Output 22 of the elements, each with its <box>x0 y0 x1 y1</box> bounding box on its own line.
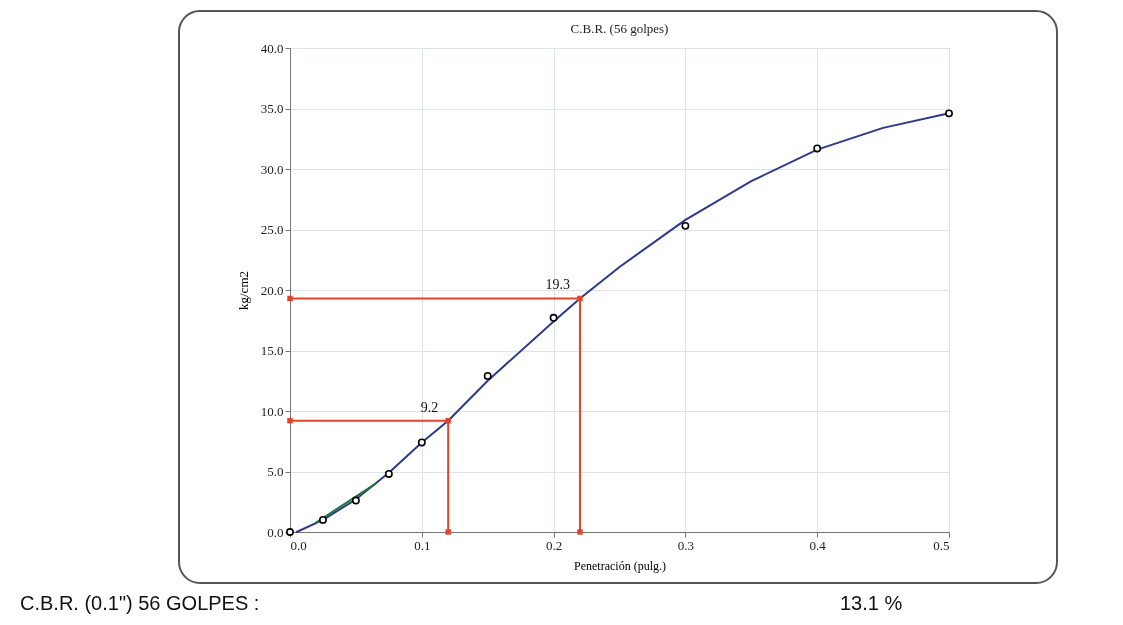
x-tick-label: 0.4 <box>809 537 827 553</box>
y-tick-label: 5.0 <box>267 464 284 479</box>
x-tick-label: 0.2 <box>545 537 563 553</box>
y-tick-label: 30.0 <box>260 161 284 177</box>
y-tick-label: 35.0 <box>260 101 284 116</box>
y-tick-label: 15.0 <box>260 343 284 358</box>
text: C.B.R. (0.1") 56 GOLPES : <box>20 592 260 615</box>
annotation: 19.3 <box>545 277 570 293</box>
text: 13.1 % <box>840 592 903 615</box>
y-tick-label: 10.0 <box>260 403 284 419</box>
chart-title: C.B.R. (56 golpes) <box>570 21 669 36</box>
y-axis-title: kg/cm2 <box>235 271 251 310</box>
annotation: 9.2 <box>420 399 439 415</box>
y-tick-label: 25.0 <box>260 222 284 237</box>
y-tick-label: 20.0 <box>260 282 284 298</box>
x-tick-label: 0.3 <box>677 537 695 553</box>
x-axis-title: Penetración (pulg.) <box>574 558 666 573</box>
y-tick-label: 40.0 <box>260 40 284 56</box>
y-tick-label: 0.0 <box>267 524 284 540</box>
x-tick-label: 0.5 <box>933 537 950 553</box>
x-tick-label: 0.1 <box>414 537 431 553</box>
x-tick-label: 0.0 <box>290 537 307 553</box>
